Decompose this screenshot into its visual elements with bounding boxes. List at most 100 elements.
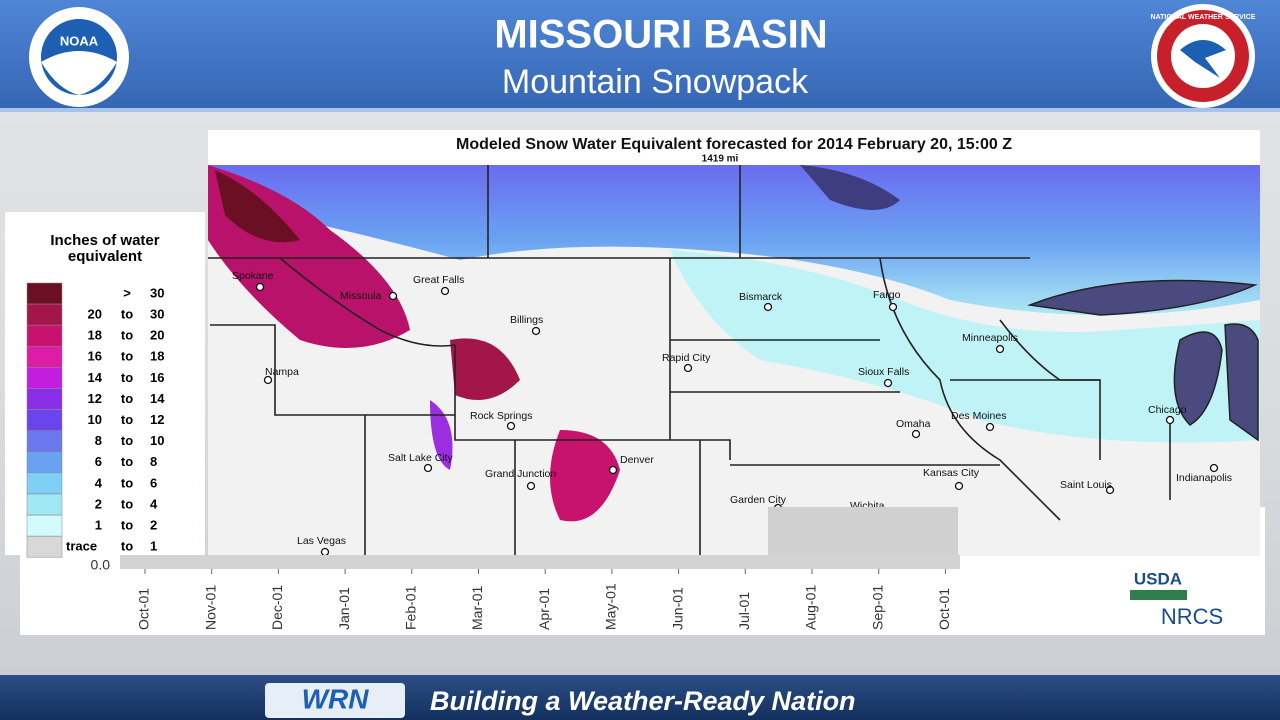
legend-swatch bbox=[26, 367, 63, 389]
nws-logo: NATIONAL WEATHER SERVICE bbox=[1151, 4, 1256, 108]
map-scale: 1419 mi bbox=[702, 154, 739, 165]
city-label: Salt Lake City bbox=[388, 452, 454, 464]
usda-text: USDA bbox=[1134, 569, 1182, 588]
legend-swatch bbox=[26, 514, 63, 537]
city-label: Bismarck bbox=[739, 291, 783, 303]
chart-plot-fragment bbox=[768, 507, 958, 555]
legend-low: 1 bbox=[95, 518, 102, 533]
city-dot bbox=[883, 378, 893, 388]
city-label: Billings bbox=[510, 314, 543, 326]
y-tick-label: 0.0 bbox=[91, 557, 111, 573]
legend-low: 10 bbox=[88, 412, 102, 427]
x-tick-label: Mar-01 bbox=[469, 585, 485, 630]
x-tick-label: Dec-01 bbox=[269, 585, 285, 630]
legend-swatch bbox=[26, 409, 63, 431]
noaa-logo: NOAA bbox=[29, 7, 129, 107]
legend-low: 16 bbox=[88, 349, 102, 364]
footer-bar bbox=[0, 675, 1280, 720]
legend-low: 20 bbox=[88, 307, 102, 322]
city-dot bbox=[608, 465, 618, 475]
city-label: Great Falls bbox=[413, 274, 464, 286]
legend-high: 1 bbox=[150, 539, 157, 554]
legend-low: 12 bbox=[88, 391, 102, 406]
city-label: Indianapolis bbox=[1176, 472, 1232, 484]
city-dot bbox=[506, 421, 516, 431]
city-dot bbox=[526, 481, 536, 491]
legend-high: 4 bbox=[150, 496, 158, 511]
city-dot bbox=[320, 547, 330, 557]
city-label: Minneapolis bbox=[962, 332, 1018, 344]
legend-sep: to bbox=[121, 433, 133, 448]
slide-title: MISSOURI BASIN bbox=[494, 13, 827, 57]
legend-swatch bbox=[26, 451, 63, 474]
x-tick-label: Aug-01 bbox=[803, 585, 819, 630]
legend-swatch bbox=[26, 472, 63, 495]
city-label: Las Vegas bbox=[297, 535, 346, 547]
city-dot bbox=[263, 375, 273, 385]
legend-low: 8 bbox=[95, 433, 102, 448]
legend-sep: to bbox=[121, 370, 133, 385]
city-label: Garden City bbox=[730, 494, 787, 506]
footer-text: Building a Weather-Ready Nation bbox=[430, 686, 856, 716]
city-label: Kansas City bbox=[923, 467, 980, 479]
city-dot bbox=[911, 429, 921, 439]
legend-sep: to bbox=[121, 539, 133, 554]
legend-high: 8 bbox=[150, 454, 157, 469]
legend-swatch bbox=[26, 388, 63, 410]
x-tick-label: Jan-01 bbox=[336, 587, 352, 630]
legend-low: 14 bbox=[88, 370, 103, 385]
city-label: Sioux Falls bbox=[858, 366, 909, 378]
legend-sep: to bbox=[121, 328, 133, 343]
city-dot bbox=[1209, 463, 1219, 473]
legend-title: equivalent bbox=[68, 248, 142, 265]
map: Modeled Snow Water Equivalent forecasted… bbox=[208, 130, 1260, 557]
city-label: Grand Junction bbox=[485, 468, 556, 480]
legend-swatch bbox=[26, 535, 63, 558]
nrcs-text: NRCS bbox=[1161, 604, 1223, 629]
x-tick-label: Jun-01 bbox=[669, 587, 685, 630]
legend-swatch bbox=[26, 303, 63, 326]
x-tick-label: Nov-01 bbox=[202, 585, 218, 630]
city-dot bbox=[763, 302, 773, 312]
legend-high: 18 bbox=[150, 349, 164, 364]
legend-sep: to bbox=[121, 412, 133, 427]
city-dot bbox=[1165, 415, 1175, 425]
x-tick-label: Jul-01 bbox=[736, 592, 752, 630]
usda-stripe bbox=[1130, 590, 1187, 600]
city-dot bbox=[255, 282, 265, 292]
x-tick-label: Apr-01 bbox=[536, 588, 552, 630]
map-title: Modeled Snow Water Equivalent forecasted… bbox=[456, 136, 1012, 153]
legend-swatch bbox=[26, 346, 63, 368]
city-label: Fargo bbox=[873, 289, 901, 301]
wrn-text: WRN bbox=[302, 683, 370, 714]
legend-high: 16 bbox=[150, 370, 164, 385]
legend-low: 4 bbox=[95, 475, 103, 490]
header-bar bbox=[0, 0, 1280, 110]
city-dot bbox=[995, 344, 1005, 354]
chart-plot-strip bbox=[120, 555, 960, 569]
legend-high: 14 bbox=[150, 391, 165, 406]
x-tick-label: Feb-01 bbox=[403, 585, 419, 630]
legend-low: trace bbox=[66, 539, 97, 554]
legend-sep: to bbox=[121, 454, 133, 469]
city-label: Des Moines bbox=[951, 410, 1006, 422]
legend-swatch bbox=[26, 324, 63, 347]
legend-title: Inches of water bbox=[50, 232, 159, 249]
x-tick-label: May-01 bbox=[603, 583, 619, 630]
legend-low: 6 bbox=[95, 454, 102, 469]
legend-sep: to bbox=[121, 391, 133, 406]
legend-high: 30 bbox=[150, 307, 164, 322]
wrn-logo bbox=[265, 683, 405, 718]
city-label: Spokane bbox=[232, 270, 274, 282]
legend-sep: > bbox=[123, 285, 131, 300]
legend-sep: to bbox=[121, 349, 133, 364]
city-label: Missoula bbox=[340, 290, 382, 302]
city-dot bbox=[888, 302, 898, 312]
city-dot bbox=[423, 463, 433, 473]
nws-text: NATIONAL WEATHER SERVICE bbox=[1151, 14, 1256, 21]
city-label: Saint Louis bbox=[1060, 479, 1112, 491]
legend-high: 2 bbox=[150, 518, 157, 533]
legend-sep: to bbox=[121, 496, 133, 511]
legend-sep: to bbox=[121, 475, 133, 490]
legend-high: 10 bbox=[150, 433, 164, 448]
